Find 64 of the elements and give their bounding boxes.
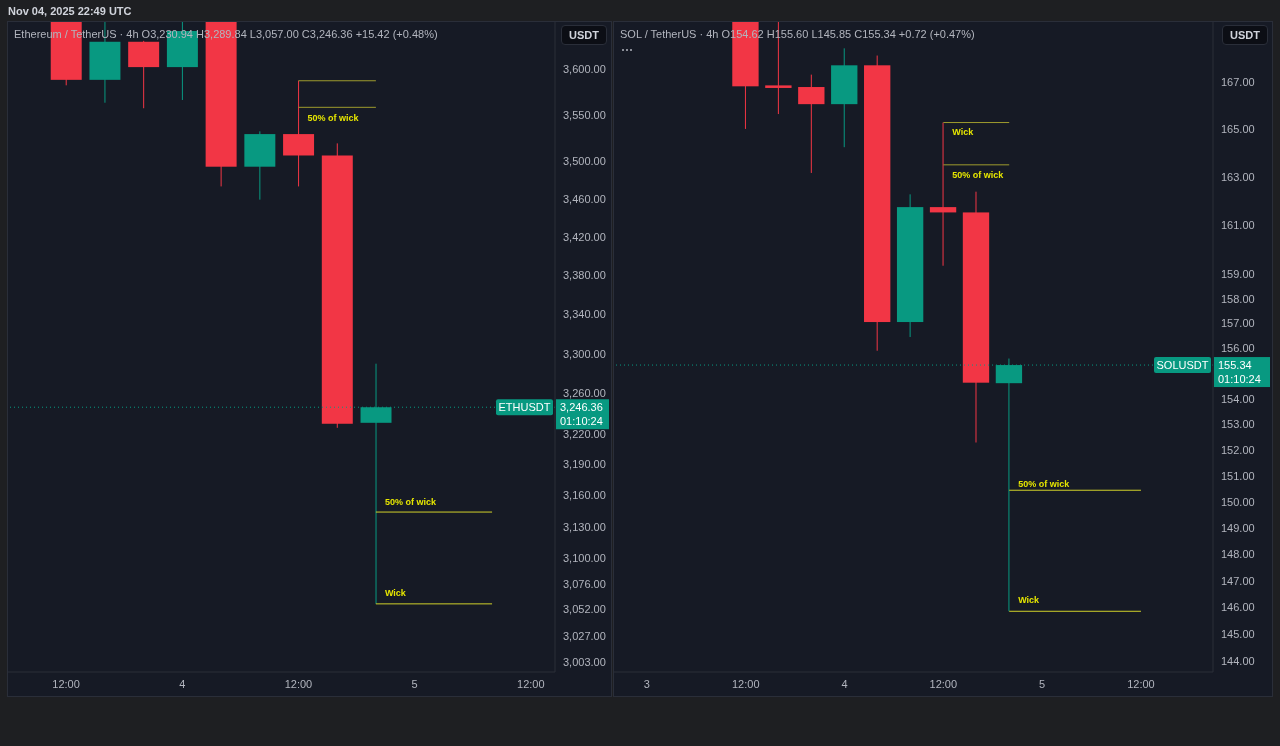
x-tick-label: 4	[179, 677, 186, 690]
annotation: 50% of wick	[307, 113, 360, 124]
text: 155.34	[1218, 359, 1252, 372]
y-tick-label: 149.00	[1221, 521, 1255, 534]
y-tick-label: 159.00	[1221, 267, 1255, 280]
y-tick-label: 3,076.00	[563, 577, 606, 590]
x-tick-label: 12:00	[517, 677, 545, 690]
x-tick-label: 12:00	[929, 677, 958, 690]
x-tick-label: 12:00	[284, 677, 313, 690]
ref-line-label: SOLUSDT	[1156, 359, 1209, 372]
text: 3,246.36	[560, 401, 603, 414]
x-tick-label: 5	[411, 677, 418, 690]
y-tick-label: 163.00	[1221, 170, 1255, 183]
y-tick-label: 161.00	[1221, 219, 1255, 232]
y-tick-label: 153.00	[1221, 418, 1255, 431]
text: 01:10:24	[1218, 373, 1261, 386]
y-tick-label: 157.00	[1221, 317, 1255, 330]
x-tick-label: 4	[841, 677, 848, 690]
y-tick-label: 3,027.00	[563, 630, 606, 643]
x-tick-label: 12:00	[52, 677, 80, 690]
y-tick-label: 3,600.00	[563, 62, 606, 75]
y-tick-label: 167.00	[1221, 76, 1255, 89]
ref-line-label: ETHUSDT	[498, 401, 551, 414]
y-tick-label: 3,220.00	[563, 427, 606, 440]
y-tick-label: 152.00	[1221, 443, 1255, 456]
annotation: Wick	[384, 588, 407, 599]
chart-title: Nov 04, 2025 22:49 UTC	[8, 5, 132, 17]
x-tick-label: 5	[1039, 677, 1046, 690]
annotation: 50% of wick	[384, 496, 437, 507]
annotation: 50% of wick	[1018, 478, 1071, 489]
y-tick-label: 3,052.00	[563, 603, 606, 616]
text: 01:10:24	[560, 415, 603, 428]
x-tick-label: 12:00	[1127, 677, 1155, 690]
annotation: Wick	[952, 127, 975, 138]
y-tick-label: 146.00	[1221, 601, 1255, 614]
text: USDT	[1222, 25, 1268, 45]
text: USDT	[561, 25, 607, 45]
y-tick-label: 156.00	[1221, 342, 1255, 355]
y-tick-label: 3,003.00	[563, 656, 606, 669]
y-tick-label: 158.00	[1221, 292, 1255, 305]
x-tick-label: 3	[643, 677, 650, 690]
y-tick-label: 3,500.00	[563, 155, 606, 167]
y-tick-label: 144.00	[1221, 655, 1255, 668]
annotation: Wick	[1018, 595, 1041, 606]
y-tick-label: 3,460.00	[563, 192, 606, 205]
annotation: 50% of wick	[952, 170, 1005, 181]
y-tick-label: 3,190.00	[563, 458, 606, 471]
y-tick-label: 3,380.00	[563, 269, 606, 282]
y-tick-label: 145.00	[1221, 628, 1255, 641]
x-tick-label: 12:00	[731, 677, 760, 690]
y-tick-label: 3,340.00	[563, 308, 606, 321]
y-tick-label: 148.00	[1221, 548, 1255, 561]
y-tick-label: 3,300.00	[563, 347, 606, 360]
y-tick-label: 3,100.00	[563, 552, 606, 565]
y-tick-label: 3,420.00	[563, 230, 606, 243]
y-tick-label: 3,550.00	[563, 108, 606, 121]
y-tick-label: 3,130.00	[563, 520, 606, 533]
y-tick-label: 154.00	[1221, 392, 1255, 405]
y-tick-label: 3,260.00	[563, 387, 606, 400]
y-tick-label: 165.00	[1221, 123, 1255, 136]
y-tick-label: 147.00	[1221, 574, 1255, 587]
y-tick-label: 3,160.00	[563, 489, 606, 502]
y-tick-label: 150.00	[1221, 495, 1255, 508]
y-tick-label: 151.00	[1221, 469, 1255, 482]
